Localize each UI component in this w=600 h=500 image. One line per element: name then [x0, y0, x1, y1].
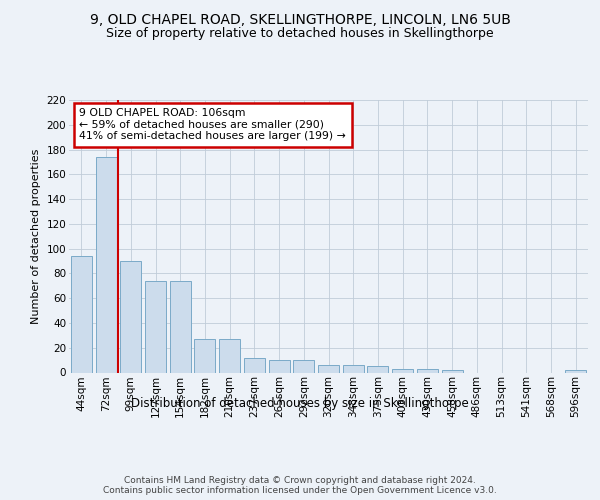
Text: 9 OLD CHAPEL ROAD: 106sqm
← 59% of detached houses are smaller (290)
41% of semi: 9 OLD CHAPEL ROAD: 106sqm ← 59% of detac…: [79, 108, 346, 142]
Bar: [145, 281, 166, 372]
Bar: [417, 369, 438, 372]
Bar: [194, 339, 215, 372]
Bar: [95, 157, 116, 372]
Bar: [244, 358, 265, 372]
Text: 9, OLD CHAPEL ROAD, SKELLINGTHORPE, LINCOLN, LN6 5UB: 9, OLD CHAPEL ROAD, SKELLINGTHORPE, LINC…: [89, 12, 511, 26]
Bar: [120, 261, 141, 372]
Bar: [442, 370, 463, 372]
Bar: [71, 256, 92, 372]
Y-axis label: Number of detached properties: Number of detached properties: [31, 148, 41, 324]
Bar: [318, 365, 339, 372]
Bar: [367, 366, 388, 372]
Bar: [392, 369, 413, 372]
Bar: [219, 339, 240, 372]
Text: Contains HM Land Registry data © Crown copyright and database right 2024.
Contai: Contains HM Land Registry data © Crown c…: [103, 476, 497, 495]
Bar: [269, 360, 290, 372]
Bar: [343, 365, 364, 372]
Text: Size of property relative to detached houses in Skellingthorpe: Size of property relative to detached ho…: [106, 28, 494, 40]
Bar: [170, 281, 191, 372]
Bar: [565, 370, 586, 372]
Bar: [293, 360, 314, 372]
Text: Distribution of detached houses by size in Skellingthorpe: Distribution of detached houses by size …: [131, 398, 469, 410]
